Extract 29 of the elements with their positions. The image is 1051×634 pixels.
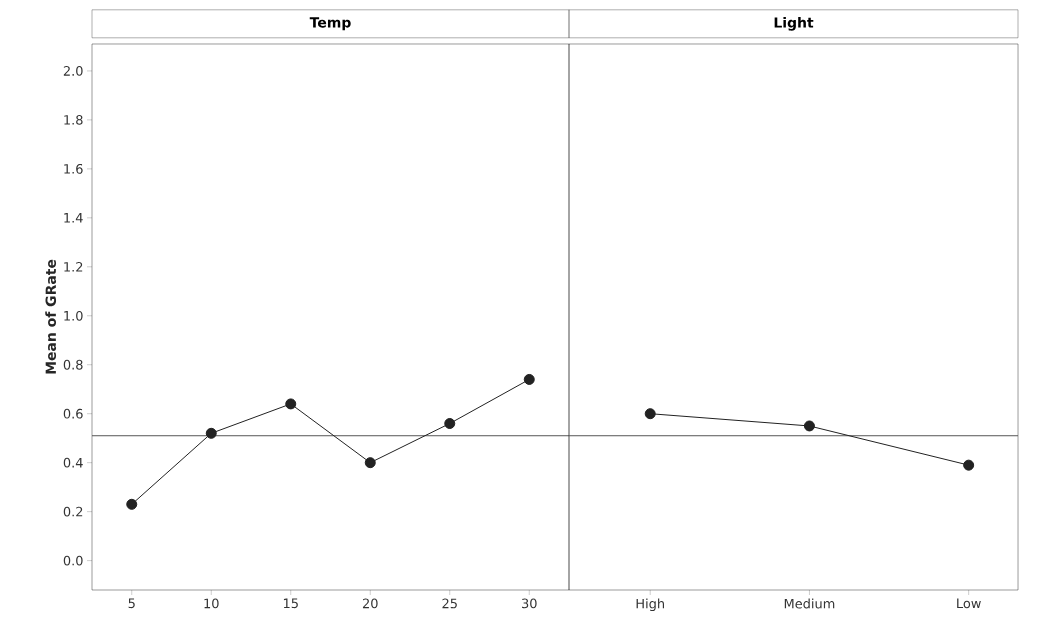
y-tick-label: 1.2 xyxy=(64,262,83,272)
y-tick-label: 0.0 xyxy=(63,555,83,566)
x-tick-label: Low xyxy=(957,598,981,609)
y-tick-label: 0.2 xyxy=(63,506,83,517)
chart-title: Light xyxy=(774,17,814,31)
y-tick-label: 1.6 xyxy=(64,163,83,174)
point xyxy=(523,373,535,385)
point xyxy=(285,398,297,410)
y-axis-title: Mean of GRate xyxy=(45,259,57,374)
y-tick-label: 1.4 xyxy=(64,213,83,223)
y-tick-label: 1.0 xyxy=(64,310,83,321)
x-tick-label: High xyxy=(636,598,664,612)
x-tick-label: 30 xyxy=(522,598,537,609)
point xyxy=(444,418,456,429)
y-tick-label: 0.6 xyxy=(63,408,83,419)
y-tick-label: 0.8 xyxy=(63,359,83,370)
y-tick-label: 1.8 xyxy=(64,115,83,125)
x-tick-label: 10 xyxy=(204,598,219,609)
x-tick-label: 20 xyxy=(362,598,378,609)
x-tick-label: 5 xyxy=(128,598,135,609)
chart-title: Temp xyxy=(309,17,351,31)
x-tick-label: 25 xyxy=(442,598,457,609)
y-tick-label: 2.0 xyxy=(63,66,83,76)
point xyxy=(205,427,217,439)
point xyxy=(126,498,138,510)
point xyxy=(364,457,376,469)
x-tick-label: Medium xyxy=(784,598,835,609)
y-tick-label: 0.4 xyxy=(63,457,83,468)
x-tick-label: 15 xyxy=(283,598,298,609)
